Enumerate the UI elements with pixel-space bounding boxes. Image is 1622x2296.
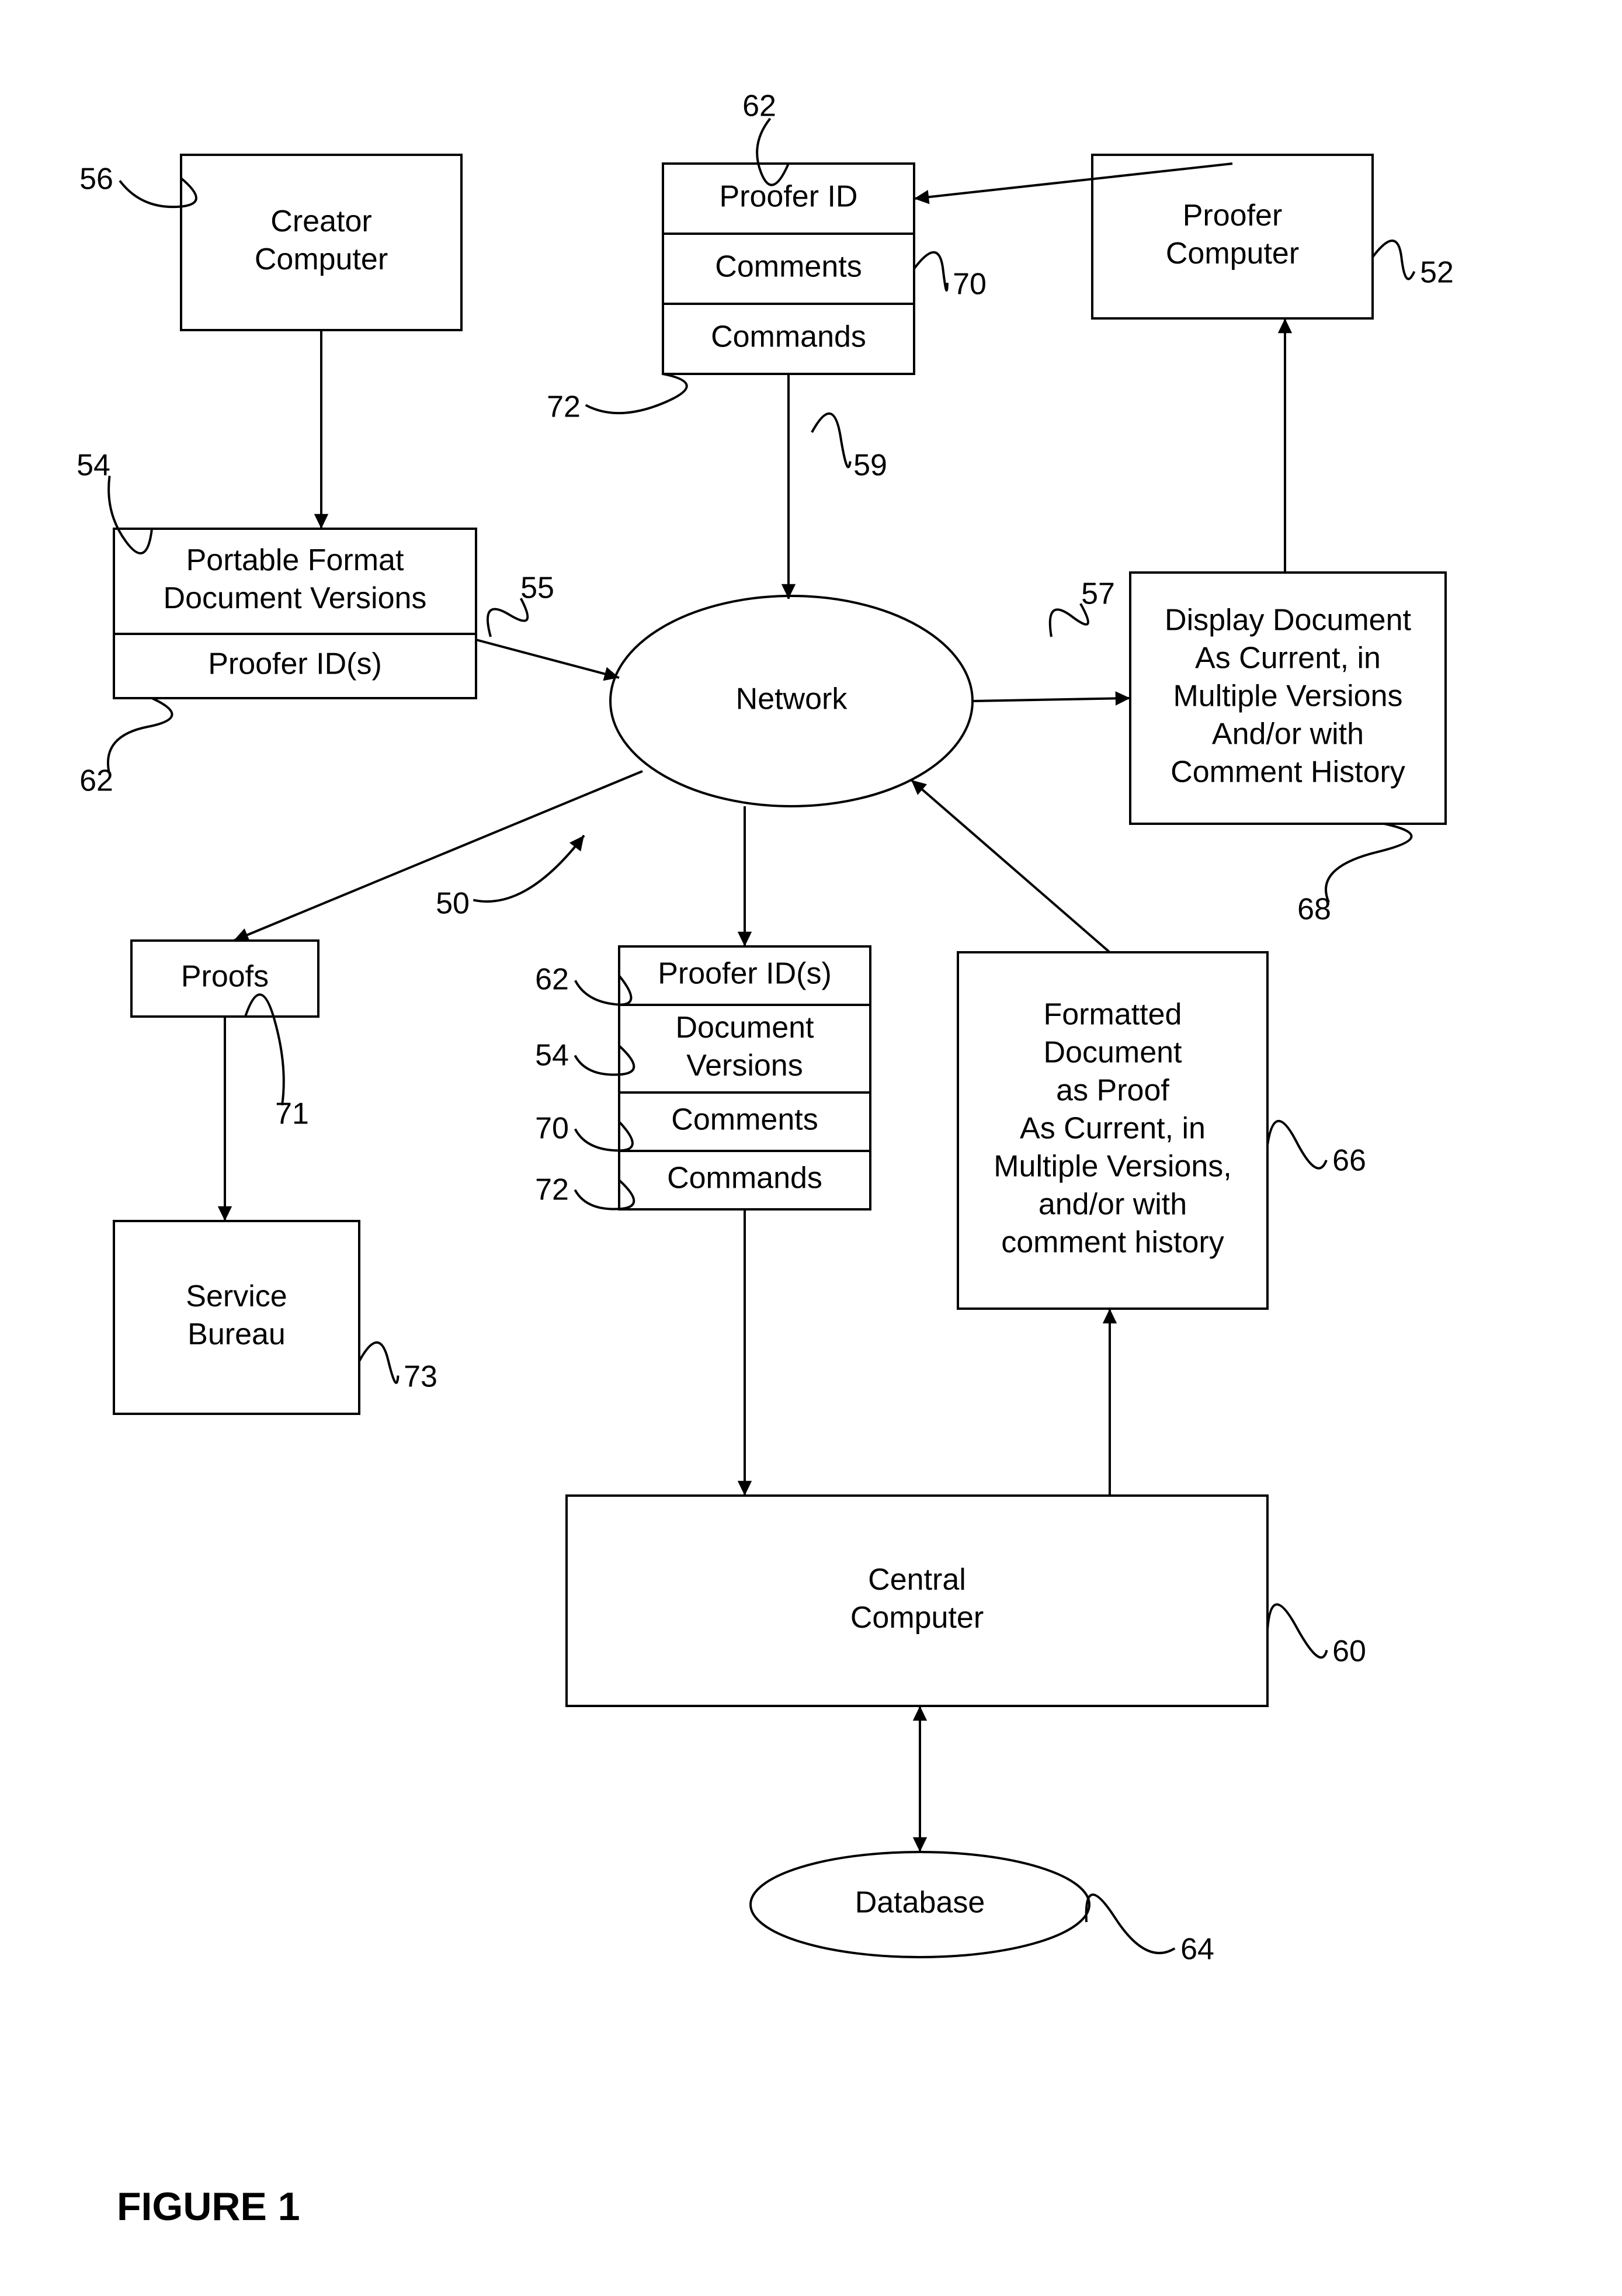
svg-text:Comment History: Comment History <box>1171 755 1405 789</box>
ref-70: 70 <box>953 268 987 301</box>
svg-text:Bureau: Bureau <box>187 1317 286 1351</box>
svg-text:Proofer ID(s): Proofer ID(s) <box>658 957 832 991</box>
svg-text:Commands: Commands <box>711 320 866 354</box>
svg-text:Computer: Computer <box>850 1601 984 1635</box>
svg-text:Proofer: Proofer <box>1183 199 1283 233</box>
svg-text:comment history: comment history <box>1001 1226 1224 1260</box>
svg-text:As Current, in: As Current, in <box>1195 641 1381 675</box>
svg-text:Proofer ID: Proofer ID <box>720 180 858 214</box>
svg-text:Proofs: Proofs <box>181 960 269 994</box>
ref-59: 59 <box>853 449 887 483</box>
svg-text:Creator: Creator <box>270 204 371 238</box>
ref-56: 56 <box>79 162 113 196</box>
svg-text:Document: Document <box>676 1011 815 1045</box>
svg-text:Document: Document <box>1044 1036 1183 1070</box>
svg-text:Comments: Comments <box>715 250 862 284</box>
svg-text:Portable Format: Portable Format <box>186 543 404 577</box>
svg-text:Commands: Commands <box>667 1161 822 1195</box>
svg-text:Database: Database <box>855 1886 985 1920</box>
svg-text:and/or with: and/or with <box>1039 1188 1187 1222</box>
ref-70: 70 <box>535 1112 569 1146</box>
svg-text:Multiple Versions: Multiple Versions <box>1173 679 1402 713</box>
svg-text:Formatted: Formatted <box>1044 998 1182 1032</box>
ref-50: 50 <box>436 887 470 921</box>
ref-57: 57 <box>1081 577 1115 611</box>
ref-60: 60 <box>1332 1635 1366 1669</box>
ref-54: 54 <box>77 449 110 483</box>
diagram-canvas: Creator Computer Proofer Computer Proofer ID… <box>0 0 1622 2296</box>
svg-text:Document Versions: Document Versions <box>164 581 427 615</box>
svg-text:Service: Service <box>186 1279 287 1313</box>
ref-66: 66 <box>1332 1144 1366 1178</box>
ref-72: 72 <box>535 1173 569 1207</box>
svg-text:Proofer ID(s): Proofer ID(s) <box>208 647 382 681</box>
svg-text:And/or with: And/or with <box>1212 717 1364 751</box>
ref-55: 55 <box>520 571 554 605</box>
ref-62: 62 <box>742 89 776 123</box>
svg-text:As Current, in: As Current, in <box>1020 1112 1206 1146</box>
ref-54: 54 <box>535 1039 569 1073</box>
ref-62: 62 <box>535 963 569 997</box>
svg-text:as Proof: as Proof <box>1056 1074 1169 1108</box>
ref-73: 73 <box>404 1360 437 1394</box>
svg-text:Computer: Computer <box>1166 237 1299 270</box>
svg-text:Central: Central <box>868 1563 966 1597</box>
svg-text:Computer: Computer <box>255 242 388 276</box>
svg-text:Multiple Versions,: Multiple Versions, <box>994 1150 1232 1184</box>
ref-52: 52 <box>1420 256 1454 290</box>
ref-64: 64 <box>1180 1933 1214 1966</box>
svg-text:Comments: Comments <box>671 1103 818 1137</box>
ref-72: 72 <box>547 390 581 424</box>
ref-71: 71 <box>275 1097 309 1131</box>
svg-text:Network: Network <box>736 682 848 716</box>
figure-title: FIGURE 1 <box>117 2184 300 2229</box>
svg-text:Display Document: Display Document <box>1165 604 1411 637</box>
svg-text:Versions: Versions <box>686 1049 803 1083</box>
